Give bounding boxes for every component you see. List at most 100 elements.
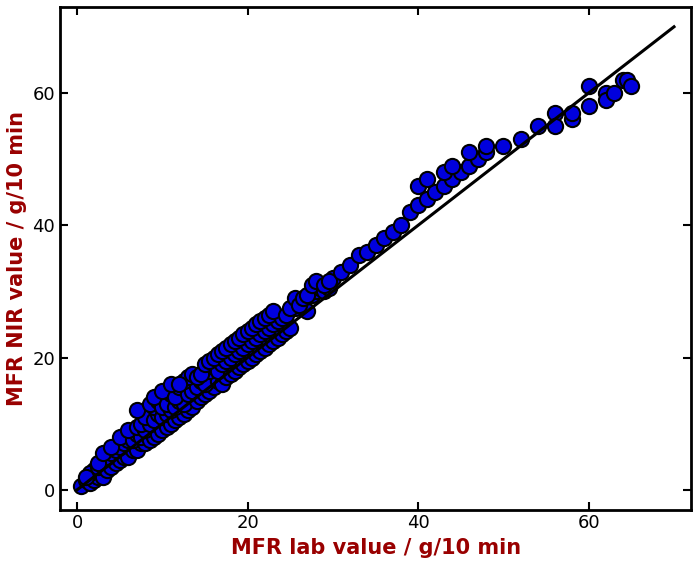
Point [165, 380, 177, 389]
Point [148, 393, 159, 402]
Point [140, 412, 151, 421]
Point [182, 389, 193, 398]
Point [238, 359, 249, 368]
Point [93, 472, 104, 481]
Point [225, 340, 236, 349]
Point [221, 357, 232, 366]
X-axis label: MFR lab value / g/10 min: MFR lab value / g/10 min [230, 538, 521, 558]
Point [370, 241, 381, 250]
Point [119, 452, 130, 461]
Point [186, 386, 198, 395]
Point [297, 297, 309, 306]
Point [123, 452, 134, 461]
Point [165, 389, 177, 398]
Point [148, 432, 159, 441]
Point [455, 168, 466, 177]
Point [101, 452, 112, 461]
Point [566, 115, 577, 124]
Point [76, 482, 87, 491]
Point [447, 175, 458, 184]
Point [311, 287, 322, 296]
Point [421, 194, 432, 203]
Point [268, 336, 279, 345]
Point [178, 409, 189, 418]
Point [195, 370, 207, 379]
Point [84, 479, 96, 488]
Point [255, 330, 266, 339]
Point [387, 227, 399, 236]
Point [174, 383, 185, 392]
Point [212, 350, 223, 359]
Point [498, 141, 509, 150]
Point [297, 293, 309, 302]
Point [413, 201, 424, 210]
Point [200, 389, 211, 398]
Point [212, 366, 223, 375]
Point [114, 455, 126, 464]
Point [302, 307, 313, 316]
Point [242, 340, 253, 349]
Point [195, 393, 207, 402]
Point [315, 284, 326, 293]
Point [105, 442, 117, 451]
Point [186, 403, 198, 412]
Point [259, 343, 270, 352]
Point [621, 75, 632, 84]
Point [195, 376, 207, 385]
Point [404, 207, 415, 216]
Point [246, 336, 258, 345]
Point [306, 280, 317, 289]
Point [234, 333, 245, 342]
Point [131, 429, 142, 438]
Point [438, 168, 450, 177]
Point [609, 88, 620, 97]
Point [140, 426, 151, 435]
Point [119, 439, 130, 448]
Point [225, 353, 236, 362]
Point [230, 350, 241, 359]
Point [216, 359, 228, 368]
Point [89, 466, 100, 475]
Point [293, 300, 304, 309]
Point [114, 432, 126, 441]
Point [276, 314, 288, 323]
Point [626, 82, 637, 91]
Point [105, 462, 117, 471]
Point [344, 260, 355, 270]
Point [242, 327, 253, 336]
Point [272, 333, 283, 342]
Point [127, 446, 138, 455]
Point [123, 436, 134, 445]
Point [583, 102, 594, 111]
Point [208, 363, 219, 372]
Point [306, 290, 317, 299]
Point [251, 350, 262, 359]
Point [481, 148, 492, 157]
Point [413, 181, 424, 190]
Point [221, 373, 232, 382]
Point [135, 439, 147, 448]
Point [165, 419, 177, 428]
Point [114, 442, 126, 451]
Point [263, 340, 274, 349]
Point [170, 393, 181, 402]
Point [178, 399, 189, 408]
Point [153, 396, 164, 405]
Point [80, 472, 91, 481]
Point [153, 409, 164, 418]
Point [97, 455, 108, 464]
Point [600, 88, 611, 97]
Point [293, 300, 304, 309]
Point [144, 436, 155, 445]
Point [89, 475, 100, 484]
Point [127, 436, 138, 445]
Point [263, 310, 274, 319]
Point [268, 320, 279, 329]
Point [131, 446, 142, 455]
Point [353, 250, 364, 259]
Point [135, 419, 147, 428]
Point [204, 366, 215, 375]
Point [549, 121, 560, 131]
Point [157, 386, 168, 395]
Point [157, 412, 168, 421]
